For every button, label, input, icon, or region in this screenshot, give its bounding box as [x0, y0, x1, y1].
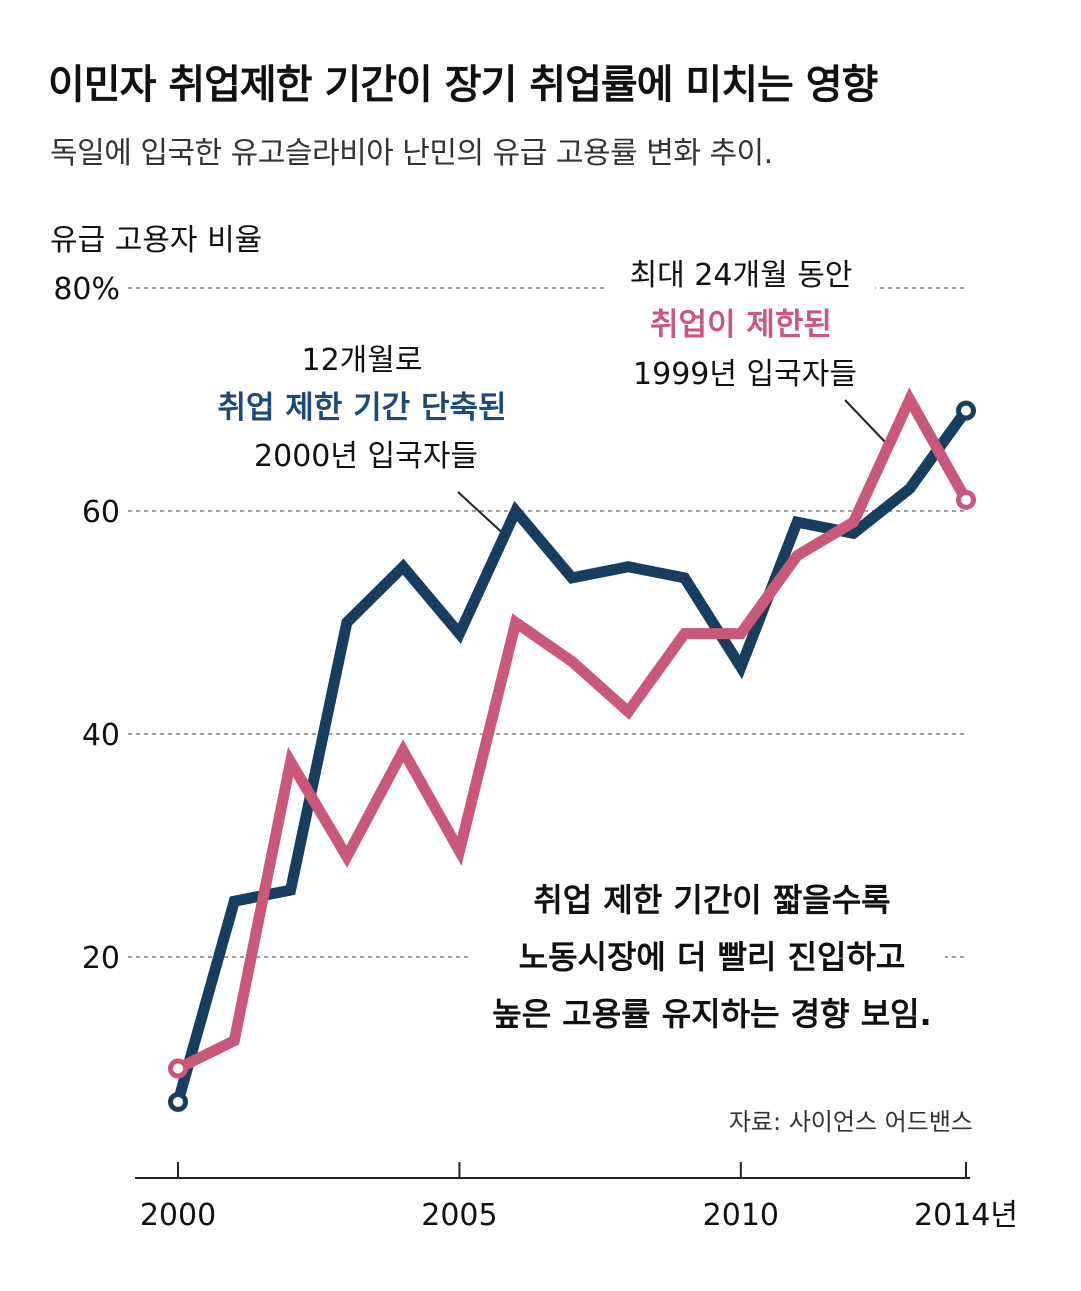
- y-tick-label-20: 20: [82, 941, 120, 976]
- series-marker-2000-2000: [168, 1091, 188, 1112]
- series-marker-1999-2014: [956, 489, 976, 510]
- series-line-1999: [175, 387, 971, 1074]
- x-tick-label-2005: 2005: [421, 1198, 497, 1233]
- annotation-leader-1999: [844, 399, 887, 444]
- y-axis-label: 유급 고용자 비율: [50, 223, 262, 258]
- chart-subtitle: 독일에 입국한 유고슬라비아 난민의 유급 고용률 변화 추이.: [50, 136, 773, 171]
- x-tick-label-2000: 2000: [140, 1198, 216, 1233]
- note-line1: 취업 제한 기간이 짧을수록: [533, 881, 890, 919]
- annotation-leader-2000: [457, 491, 509, 539]
- y-tick-label-80: 80%: [53, 272, 120, 307]
- x-tick-label-2010: 2010: [703, 1198, 779, 1233]
- annotation-2000-line3: 2000년 입국자들: [254, 439, 478, 474]
- annotation-2000-line1: 12개월로: [302, 343, 423, 378]
- annotation-1999-line2: 취업이 제한된: [650, 307, 832, 343]
- y-tick-label-60: 60: [82, 495, 120, 530]
- annotation-1999-line3: 1999년 입국자들: [633, 357, 857, 392]
- x-tick-label-2014: 2014년: [914, 1198, 1018, 1233]
- annotation-1999-line1: 최대 24개월 동안: [630, 258, 853, 293]
- y-tick-label-40: 40: [82, 718, 120, 753]
- note-line3: 높은 고용률 유지하는 경향 보임.: [492, 995, 931, 1033]
- chart-title: 이민자 취업제한 기간이 장기 취업률에 미치는 영향: [48, 62, 878, 108]
- note-line2: 노동시장에 더 빨리 진입하고: [519, 938, 906, 976]
- series-marker-2000-2014: [956, 400, 976, 421]
- source-note: 자료: 사이언스 어드밴스: [728, 1108, 973, 1136]
- series-marker-1999-2000: [168, 1058, 188, 1079]
- annotation-2000-line2: 취업 제한 기간 단축된: [217, 390, 506, 426]
